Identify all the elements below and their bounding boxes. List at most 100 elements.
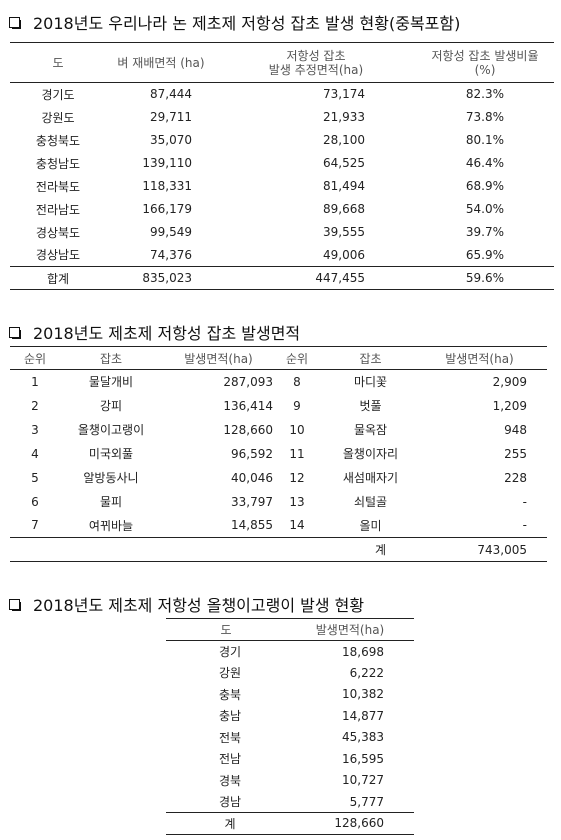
rank-cell: 2 <box>31 398 39 413</box>
province-cell: 경기 <box>218 645 242 659</box>
province-cell: 경상남도 <box>35 248 81 263</box>
table-row: 전라남도 166,179 89,668 54.0% <box>10 198 554 221</box>
province-cell: 충청북도 <box>35 133 81 148</box>
ratio-cell: 39.7% <box>465 225 504 239</box>
section1-title: 2018년도 우리나라 논 제초제 저항성 잡초 발생 현황(중복포함) <box>33 14 461 33</box>
area-cell: 948 <box>504 422 527 437</box>
rank-cell: 10 <box>289 422 305 437</box>
area-cell: 14,877 <box>342 708 384 723</box>
area-cell: 2,909 <box>492 374 527 389</box>
area-cell: 287,093 <box>223 374 273 389</box>
area-cell: 6,222 <box>349 665 384 680</box>
rank-cell: 11 <box>289 446 305 461</box>
table-header-row: 도 발생면적(ha) <box>166 618 414 641</box>
table-header-row: 도 벼 재배면적 (ha) 저항성 잡초 발생 추정면적(ha) 저항성 잡초 … <box>10 42 554 83</box>
header-rice-area: 벼 재배면적 (ha) <box>106 42 216 83</box>
area-cell: 40,046 <box>231 470 273 485</box>
table-row: 5 알방동사니 40,046 12 새섬매자기 228 <box>10 466 547 490</box>
total-estimated-area: 447,455 <box>216 266 416 290</box>
area-cell: 10,382 <box>342 687 384 702</box>
weed-name-cell: 강피 <box>99 399 123 413</box>
province-cell: 전라북도 <box>35 179 81 194</box>
header-rank: 순위 <box>275 346 319 370</box>
weed-name-cell: 알방동사니 <box>83 471 139 485</box>
weed-name-cell: 물옥잠 <box>353 423 388 437</box>
province-cell: 충북 <box>218 687 242 702</box>
table-row: 충청북도 35,070 28,100 80.1% <box>10 129 554 152</box>
ratio-cell: 68.9% <box>465 179 504 193</box>
weed-name-cell: 쇠털골 <box>353 495 388 509</box>
total-rice-area: 835,023 <box>106 266 216 290</box>
header-weed: 잡초 <box>60 346 162 370</box>
table-row: 전남 16,595 <box>166 748 414 770</box>
ratio-cell: 54.0% <box>465 202 504 216</box>
area-cell: 45,383 <box>342 730 384 745</box>
rank-cell: 7 <box>31 518 39 533</box>
empty-cell <box>162 537 275 562</box>
total-label: 계 <box>166 812 286 834</box>
estimated-area-cell: 39,555 <box>323 225 365 239</box>
rice-area-cell: 166,179 <box>142 202 192 216</box>
section2-title: 2018년도 제초제 저항성 잡초 발생면적 <box>33 324 301 343</box>
table-row: 3 올챙이고랭이 128,660 10 물옥잠 948 <box>10 418 547 442</box>
rice-area-cell: 29,711 <box>150 110 192 124</box>
rank-cell: 1 <box>31 374 39 389</box>
table-row: 전라북도 118,331 81,494 68.9% <box>10 175 554 198</box>
province-cell: 충청남도 <box>35 156 81 171</box>
total-row: 합계 835,023 447,455 59.6% <box>10 266 554 290</box>
ratio-cell: 65.9% <box>465 247 504 262</box>
table-row: 경상북도 99,549 39,555 39.7% <box>10 221 554 244</box>
rank-cell: 4 <box>31 446 39 461</box>
area-cell: - <box>522 518 527 533</box>
province-cell: 전북 <box>218 730 242 745</box>
ratio-cell: 82.3% <box>465 87 504 102</box>
total-area: 128,660 <box>286 812 414 834</box>
province-cell: 경기도 <box>41 87 75 102</box>
weed-name-cell: 벗풀 <box>359 399 382 413</box>
area-cell: 228 <box>504 470 527 485</box>
table-row: 경북 10,727 <box>166 770 414 792</box>
table-row: 경상남도 74,376 49,006 65.9% <box>10 244 554 267</box>
estimated-area-cell: 73,174 <box>323 87 365 102</box>
bulrush-province-table: 도 발생면적(ha) 경기 18,698 강원 6,222 충북 10,382 충남 14,8… <box>166 618 414 835</box>
province-cell: 강원도 <box>41 110 75 125</box>
estimated-area-cell: 64,525 <box>323 156 365 170</box>
header-ratio: 저항성 잡초 발생비율 (%) <box>416 42 554 83</box>
header-area: 발생면적(ha) <box>162 346 275 370</box>
rank-cell: 13 <box>289 494 305 509</box>
header-rank: 순위 <box>10 346 60 370</box>
total-label: 합계 <box>10 266 106 290</box>
total-row: 계 128,660 <box>166 812 414 834</box>
province-cell: 경북 <box>218 773 242 788</box>
total-label: 계 <box>319 537 422 562</box>
table-row: 강원도 29,711 21,933 73.8% <box>10 106 554 129</box>
area-cell: 10,727 <box>342 773 384 788</box>
estimated-area-cell: 49,006 <box>323 247 365 262</box>
checkbox-square-icon <box>9 16 21 29</box>
empty-cell <box>10 537 60 562</box>
area-cell: 5,777 <box>349 794 384 809</box>
resistant-weed-province-table: 도 벼 재배면적 (ha) 저항성 잡초 발생 추정면적(ha) 저항성 잡초 … <box>10 42 554 290</box>
header-ratio-line1: 저항성 잡초 발생비율 <box>431 48 539 63</box>
weed-name-cell: 마디꽃 <box>353 375 388 390</box>
ratio-cell: 73.8% <box>465 110 504 124</box>
weed-name-cell: 올챙이자리 <box>342 447 399 461</box>
province-cell: 경남 <box>218 795 242 809</box>
weed-name-cell: 물달개비 <box>88 375 134 390</box>
estimated-area-cell: 89,668 <box>323 202 365 216</box>
ratio-cell: 80.1% <box>465 133 504 147</box>
rank-cell: 9 <box>293 398 301 413</box>
weed-name-cell: 새섬매자기 <box>342 471 399 485</box>
header-estimated-area-line1: 저항성 잡초 <box>286 48 346 63</box>
province-cell: 전남 <box>218 752 242 767</box>
empty-cell <box>60 537 162 562</box>
area-cell: 1,209 <box>492 398 527 413</box>
rank-cell: 12 <box>289 470 305 485</box>
area-cell: 16,595 <box>342 751 384 766</box>
rank-cell: 6 <box>31 494 39 509</box>
table-row: 경기 18,698 <box>166 641 414 663</box>
table-row: 충남 14,877 <box>166 705 414 727</box>
section1-heading: 2018년도 우리나라 논 제초제 저항성 잡초 발생 현황(중복포함) <box>9 10 460 34</box>
section3-heading: 2018년도 제초제 저항성 올챙이고랭이 발생 현황 <box>9 592 364 616</box>
